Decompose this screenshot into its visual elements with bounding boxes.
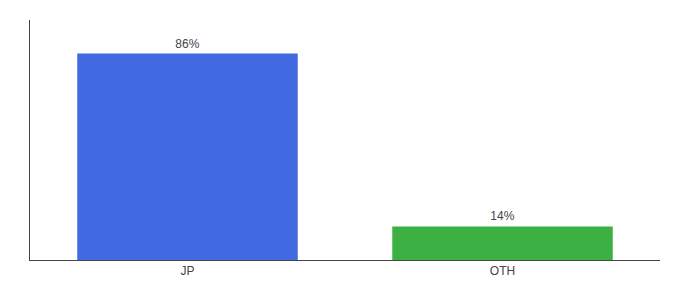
svg-text:14%: 14% (490, 209, 514, 223)
svg-text:OTH: OTH (490, 264, 515, 278)
svg-text:86%: 86% (175, 37, 199, 51)
svg-text:JP: JP (180, 264, 194, 278)
